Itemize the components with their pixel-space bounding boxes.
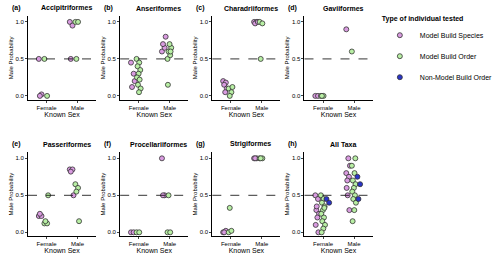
- svg-text:Male Probability: Male Probability: [100, 36, 106, 79]
- svg-text:Type of individual tested: Type of individual tested: [382, 15, 464, 23]
- svg-text:0.0: 0.0: [292, 229, 301, 235]
- svg-text:0.0: 0.0: [292, 93, 301, 99]
- svg-text:Male: Male: [71, 241, 85, 247]
- svg-text:(h): (h): [288, 140, 297, 148]
- svg-text:0.0: 0.0: [200, 229, 209, 235]
- svg-text:0.5: 0.5: [15, 56, 24, 62]
- svg-text:Male: Male: [255, 105, 269, 111]
- svg-text:Known Sex: Known Sex: [137, 111, 173, 118]
- svg-text:All Taxa: All Taxa: [330, 141, 356, 148]
- svg-text:Male Probability: Male Probability: [8, 36, 14, 79]
- svg-text:1.0: 1.0: [200, 155, 209, 161]
- svg-text:Male: Male: [348, 105, 362, 111]
- svg-text:1.0: 1.0: [292, 19, 301, 25]
- svg-text:Known Sex: Known Sex: [229, 247, 265, 254]
- svg-text:(f): (f): [104, 140, 111, 148]
- svg-text:Known Sex: Known Sex: [229, 111, 265, 118]
- svg-text:Known Sex: Known Sex: [321, 247, 357, 254]
- svg-text:Anseriformes: Anseriformes: [136, 5, 181, 12]
- svg-text:(a): (a): [12, 4, 21, 12]
- svg-text:Female: Female: [129, 241, 150, 247]
- svg-text:0.5: 0.5: [108, 192, 117, 198]
- svg-text:Male Probability: Male Probability: [192, 173, 198, 216]
- svg-text:Known Sex: Known Sex: [321, 111, 357, 118]
- svg-text:0.5: 0.5: [292, 56, 301, 62]
- svg-text:Strigiformes: Strigiformes: [230, 140, 271, 148]
- svg-text:Known Sex: Known Sex: [44, 111, 80, 118]
- svg-text:0.0: 0.0: [15, 93, 24, 99]
- svg-text:Accipitriformes: Accipitriformes: [41, 4, 92, 12]
- svg-text:Male: Male: [255, 241, 269, 247]
- svg-text:0.5: 0.5: [292, 192, 301, 198]
- svg-text:0.0: 0.0: [15, 229, 24, 235]
- svg-text:Female: Female: [129, 105, 150, 111]
- svg-text:Male: Male: [348, 241, 362, 247]
- svg-text:(e): (e): [12, 140, 21, 148]
- svg-text:Charadriiformes: Charadriiformes: [224, 5, 278, 12]
- svg-text:Model Build Species: Model Build Species: [420, 32, 484, 40]
- svg-text:Model Build Order: Model Build Order: [420, 53, 477, 60]
- svg-text:(c): (c): [196, 4, 205, 12]
- svg-text:Female: Female: [37, 105, 58, 111]
- svg-text:(b): (b): [104, 4, 113, 12]
- svg-text:0.5: 0.5: [200, 192, 209, 198]
- svg-text:Known Sex: Known Sex: [44, 247, 80, 254]
- svg-text:Male Probability: Male Probability: [284, 36, 290, 79]
- svg-text:Female: Female: [221, 105, 242, 111]
- svg-text:Male: Male: [163, 241, 177, 247]
- svg-text:Male Probability: Male Probability: [284, 173, 290, 216]
- svg-text:1.0: 1.0: [108, 19, 117, 25]
- svg-text:Female: Female: [37, 241, 58, 247]
- svg-text:Male: Male: [163, 105, 177, 111]
- svg-text:(g): (g): [196, 140, 205, 148]
- svg-text:Male Probability: Male Probability: [192, 36, 198, 79]
- svg-text:1.0: 1.0: [15, 19, 24, 25]
- svg-text:1.0: 1.0: [200, 19, 209, 25]
- svg-text:0.5: 0.5: [200, 56, 209, 62]
- svg-text:0.0: 0.0: [200, 93, 209, 99]
- svg-text:0.0: 0.0: [108, 93, 117, 99]
- svg-text:(d): (d): [288, 4, 297, 12]
- svg-text:Female: Female: [313, 105, 334, 111]
- svg-text:Male Probability: Male Probability: [8, 173, 14, 216]
- svg-text:1.0: 1.0: [292, 155, 301, 161]
- svg-text:Male: Male: [71, 105, 85, 111]
- svg-text:1.0: 1.0: [108, 155, 117, 161]
- svg-text:Gaviiformes: Gaviiformes: [323, 5, 364, 12]
- svg-text:Male Probability: Male Probability: [100, 173, 106, 216]
- svg-text:Known Sex: Known Sex: [137, 247, 173, 254]
- svg-text:Procellariiformes: Procellariiformes: [130, 141, 187, 148]
- svg-text:0.0: 0.0: [108, 229, 117, 235]
- svg-text:Female: Female: [313, 241, 334, 247]
- svg-text:Passeriformes: Passeriformes: [43, 141, 91, 148]
- svg-text:0.5: 0.5: [108, 56, 117, 62]
- svg-text:0.5: 0.5: [15, 192, 24, 198]
- svg-text:Female: Female: [221, 241, 242, 247]
- svg-text:Non-Model Build Order: Non-Model Build Order: [420, 74, 492, 81]
- svg-text:1.0: 1.0: [15, 155, 24, 161]
